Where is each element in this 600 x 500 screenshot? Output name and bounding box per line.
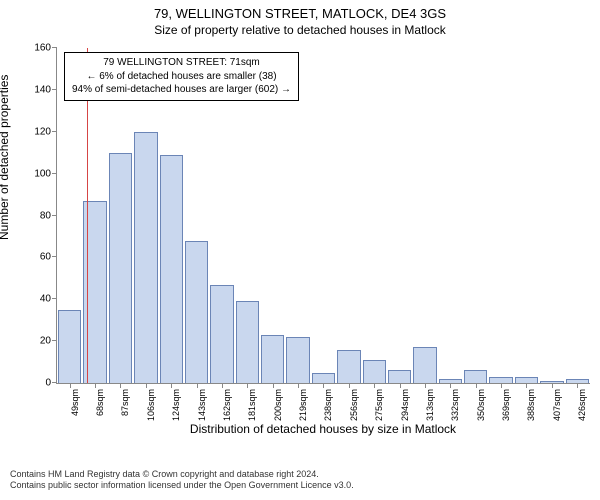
x-tick-label: 275sqm: [374, 389, 384, 421]
bar-column: 256sqm: [336, 48, 361, 383]
x-tick-label: 162sqm: [222, 389, 232, 421]
x-tick-label: 87sqm: [120, 389, 130, 416]
x-tick-mark: [323, 383, 324, 388]
histogram-bar: [134, 132, 157, 383]
x-tick-label: 238sqm: [323, 389, 333, 421]
bar-column: 426sqm: [565, 48, 590, 383]
x-tick-label: 313sqm: [425, 389, 435, 421]
x-tick-mark: [70, 383, 71, 388]
histogram-bar: [236, 301, 259, 383]
x-tick-mark: [374, 383, 375, 388]
y-tick-mark: [52, 382, 57, 383]
histogram-bar: [109, 153, 132, 383]
y-tick-label: 160: [34, 43, 57, 54]
x-tick-label: 219sqm: [298, 389, 308, 421]
bar-column: 350sqm: [463, 48, 488, 383]
histogram-bar: [286, 337, 309, 383]
x-tick-mark: [298, 383, 299, 388]
y-tick-mark: [52, 298, 57, 299]
x-tick-mark: [577, 383, 578, 388]
y-tick-mark: [52, 47, 57, 48]
y-axis-label: Number of detached properties: [0, 75, 11, 240]
histogram-bar: [312, 373, 335, 383]
histogram-bar: [363, 360, 386, 383]
histogram-bar: [58, 310, 81, 383]
histogram-bar: [261, 335, 284, 383]
page-title: 79, WELLINGTON STREET, MATLOCK, DE4 3GS: [0, 0, 600, 21]
x-tick-label: 181sqm: [247, 389, 257, 421]
histogram-bar: [160, 155, 183, 383]
x-tick-label: 256sqm: [349, 389, 359, 421]
x-tick-mark: [450, 383, 451, 388]
y-tick-mark: [52, 340, 57, 341]
x-tick-label: 49sqm: [70, 389, 80, 416]
x-tick-label: 388sqm: [526, 389, 536, 421]
histogram-bar: [210, 285, 233, 383]
histogram-bar: [413, 347, 436, 383]
histogram-bar: [464, 370, 487, 383]
x-tick-mark: [197, 383, 198, 388]
bar-column: 313sqm: [412, 48, 437, 383]
x-tick-label: 68sqm: [95, 389, 105, 416]
x-tick-mark: [146, 383, 147, 388]
page-subtitle: Size of property relative to detached ho…: [0, 21, 600, 39]
bar-column: 407sqm: [539, 48, 564, 383]
y-tick-mark: [52, 215, 57, 216]
footer: Contains HM Land Registry data © Crown c…: [0, 462, 600, 500]
x-tick-mark: [400, 383, 401, 388]
x-tick-mark: [273, 383, 274, 388]
x-tick-label: 200sqm: [273, 389, 283, 421]
x-tick-label: 426sqm: [577, 389, 587, 421]
y-tick-label: 20: [40, 336, 57, 347]
x-tick-mark: [476, 383, 477, 388]
x-tick-label: 124sqm: [171, 389, 181, 421]
histogram-bar: [388, 370, 411, 383]
info-line-2: ← 6% of detached houses are smaller (38): [72, 70, 291, 84]
y-tick-label: 60: [40, 252, 57, 263]
x-tick-label: 350sqm: [476, 389, 486, 421]
x-axis-label: Distribution of detached houses by size …: [56, 422, 590, 436]
x-tick-mark: [526, 383, 527, 388]
x-tick-label: 369sqm: [501, 389, 511, 421]
x-tick-label: 106sqm: [146, 389, 156, 421]
x-tick-mark: [247, 383, 248, 388]
x-tick-mark: [120, 383, 121, 388]
info-box: 79 WELLINGTON STREET: 71sqm ← 6% of deta…: [64, 52, 299, 101]
x-tick-label: 407sqm: [552, 389, 562, 421]
y-tick-mark: [52, 173, 57, 174]
x-tick-mark: [95, 383, 96, 388]
bar-column: 369sqm: [488, 48, 513, 383]
x-tick-label: 143sqm: [197, 389, 207, 421]
x-tick-label: 294sqm: [400, 389, 410, 421]
x-tick-label: 332sqm: [450, 389, 460, 421]
footer-line-2: Contains public sector information licen…: [10, 480, 590, 492]
y-tick-mark: [52, 131, 57, 132]
histogram-bar: [185, 241, 208, 383]
bar-column: 294sqm: [387, 48, 412, 383]
x-tick-mark: [171, 383, 172, 388]
x-tick-mark: [222, 383, 223, 388]
bar-column: 332sqm: [438, 48, 463, 383]
y-tick-label: 0: [45, 378, 57, 389]
histogram-bar: [337, 350, 360, 384]
y-tick-label: 80: [40, 210, 57, 221]
bar-column: 388sqm: [514, 48, 539, 383]
y-tick-label: 40: [40, 294, 57, 305]
x-tick-mark: [501, 383, 502, 388]
x-tick-mark: [425, 383, 426, 388]
info-line-3: 94% of semi-detached houses are larger (…: [72, 83, 291, 97]
footer-line-1: Contains HM Land Registry data © Crown c…: [10, 469, 590, 481]
bar-column: 238sqm: [311, 48, 336, 383]
x-tick-mark: [552, 383, 553, 388]
x-tick-mark: [349, 383, 350, 388]
y-tick-label: 120: [34, 126, 57, 137]
y-tick-mark: [52, 89, 57, 90]
info-line-1: 79 WELLINGTON STREET: 71sqm: [72, 56, 291, 70]
y-tick-mark: [52, 256, 57, 257]
y-tick-label: 100: [34, 168, 57, 179]
bar-column: 275sqm: [362, 48, 387, 383]
y-tick-label: 140: [34, 84, 57, 95]
